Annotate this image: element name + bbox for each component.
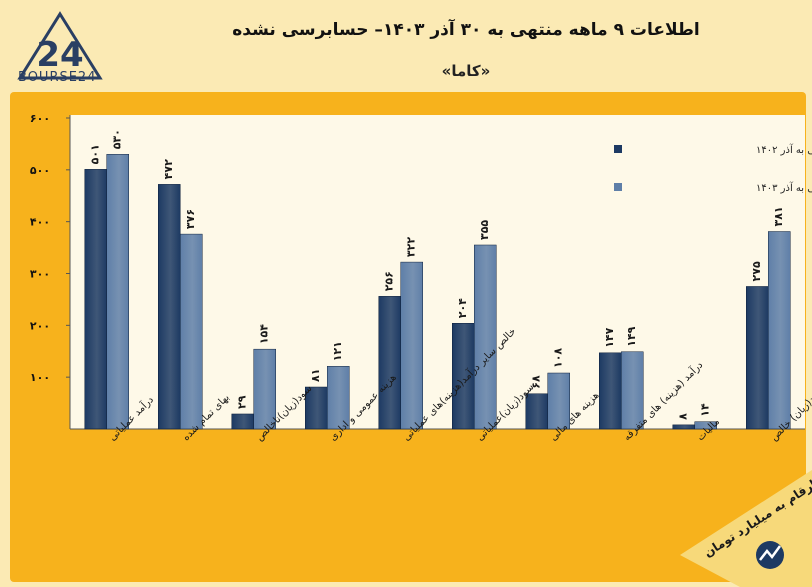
bar-1403 bbox=[400, 261, 423, 430]
bar-value-label: ۸ bbox=[677, 413, 690, 420]
logo-number: 24 bbox=[36, 35, 83, 75]
bar-value-label: ۳۲۲ bbox=[405, 237, 418, 257]
chart-title: اطلاعات ۹ ماهه منتهی به ۳۰ آذر ۱۴۰۳– حسا… bbox=[232, 20, 700, 40]
bar-value-label: ۱۴۹ bbox=[625, 326, 638, 346]
bar-1402 bbox=[746, 286, 769, 430]
bar-1402 bbox=[84, 169, 107, 430]
bar-value-label: ۶۸ bbox=[530, 375, 543, 389]
bar-1403 bbox=[180, 233, 203, 430]
bar-1402 bbox=[158, 184, 181, 430]
bar-1403 bbox=[694, 421, 717, 430]
bar-value-label: ۴۷۲ bbox=[162, 159, 175, 179]
bar-1402 bbox=[599, 352, 622, 430]
bar-value-label: ۱۵۴ bbox=[258, 324, 271, 344]
bourse24-logo: 24 bbox=[14, 8, 134, 88]
logo-triangle-icon: 24 bbox=[17, 11, 103, 80]
y-tick-label: ۶۰۰ bbox=[30, 112, 50, 125]
bar-1403 bbox=[547, 372, 570, 430]
company-name: «کاما» bbox=[441, 62, 491, 80]
y-tick-label: ۱۰۰ bbox=[30, 371, 50, 384]
bar-value-label: ۱۰۸ bbox=[552, 348, 565, 368]
bar-1403 bbox=[327, 366, 350, 430]
y-tick-label: ۴۰۰ bbox=[30, 216, 50, 229]
legend-swatch-1403 bbox=[614, 183, 622, 191]
bar-value-label: ۳۵۵ bbox=[478, 220, 491, 240]
y-tick-label: ۵۰۰ bbox=[30, 164, 50, 177]
bar-1403 bbox=[474, 244, 497, 430]
bar-value-label: ۲۷۵ bbox=[750, 261, 763, 281]
bar-1403 bbox=[253, 348, 276, 430]
bar-value-label: ۸۱ bbox=[309, 369, 322, 382]
bar-value-label: ۱۴۷ bbox=[603, 327, 616, 347]
bars-group: ۵۰۱ ۵۳۰ ۴۷۲ ۳۷۶ ۲۹ ۱۵۴ ۸۱ ۱۲۱ ۲۵۶ ۳۲۲ ۲۰۴ ۳۵۵ ۶۸ ۱۰۸ ۱… bbox=[84, 129, 791, 430]
bar-1402 bbox=[525, 393, 548, 430]
footer-band: ارقام به میلیارد تومان bbox=[680, 470, 812, 587]
bar-value-label: ۲۹ bbox=[236, 395, 249, 409]
bar-value-label: ۳۷۶ bbox=[184, 209, 197, 229]
bar-value-label: ۱۲۱ bbox=[331, 341, 344, 361]
bar-value-label: ۳۸۱ bbox=[772, 206, 785, 226]
bar-1402 bbox=[672, 424, 695, 430]
legend: عملکرد منتهی به آذر ۱۴۰۲ عملکرد منتهی به… bbox=[614, 143, 812, 194]
trend-arrow-icon bbox=[759, 545, 782, 561]
y-tick-label: ۲۰۰ bbox=[30, 319, 50, 332]
bar-1403 bbox=[621, 351, 644, 430]
logo-text: BOURSE24 bbox=[18, 70, 97, 85]
bar-value-label: ۵۳۰ bbox=[111, 129, 124, 149]
bar-1403 bbox=[106, 154, 129, 430]
y-tick-label: ۳۰۰ bbox=[30, 268, 50, 281]
bar-value-label: ۲۵۶ bbox=[383, 271, 396, 291]
bar-1402 bbox=[378, 296, 401, 430]
bar-value-label: ۲۰۴ bbox=[456, 298, 469, 318]
legend-label-1403: عملکرد منتهی به آذر ۱۴۰۳ bbox=[756, 181, 812, 194]
legend-label-1402: عملکرد منتهی به آذر ۱۴۰۲ bbox=[756, 143, 812, 156]
bar-1402 bbox=[231, 413, 254, 430]
legend-swatch-1402 bbox=[614, 145, 622, 153]
bar-value-label: ۱۴ bbox=[699, 403, 712, 417]
bar-value-label: ۵۰۱ bbox=[89, 144, 102, 164]
bar-1403 bbox=[768, 231, 791, 430]
